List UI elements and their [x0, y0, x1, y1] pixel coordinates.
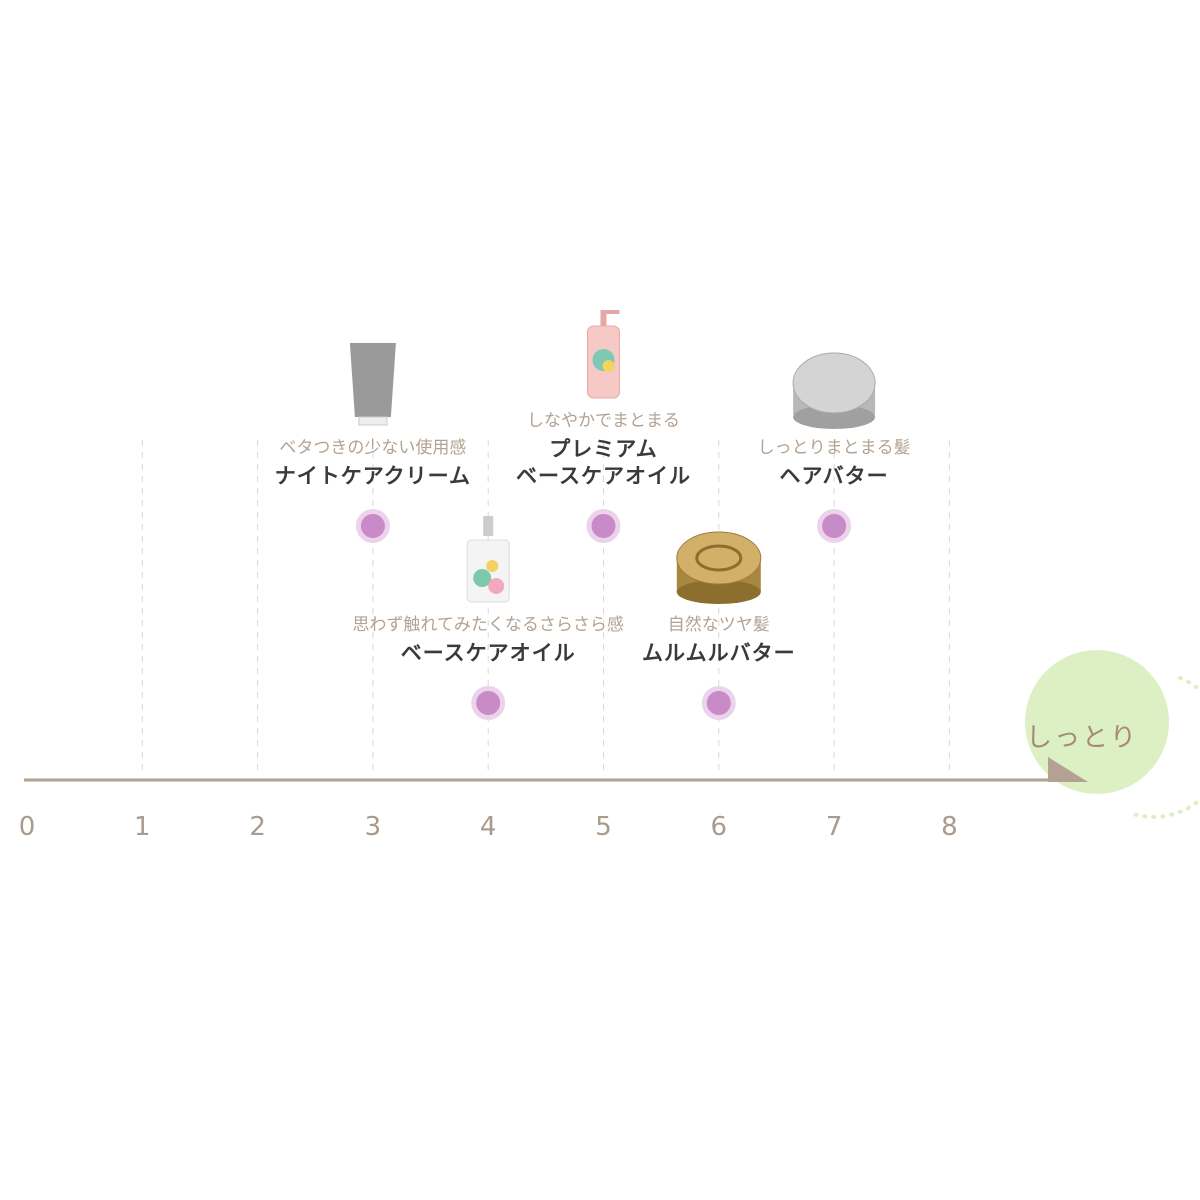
tick-label: 6: [710, 812, 728, 842]
end-circle: [1025, 650, 1169, 794]
tick-label: 4: [479, 812, 497, 842]
tube-icon: [349, 343, 396, 426]
data-point: [591, 514, 616, 538]
tick-label: 3: [364, 812, 382, 842]
point-name: プレミアム: [549, 437, 658, 461]
tick-label: 7: [825, 812, 843, 842]
oil-bottle-icon: [466, 516, 510, 603]
point-subtitle: 思わず触れてみたくなるさらさら感: [352, 615, 624, 635]
data-point: [360, 514, 385, 538]
tick-label: 2: [249, 812, 266, 842]
data-point: [706, 691, 731, 715]
data-point: [822, 514, 847, 538]
point-subtitle: 自然なツヤ髪: [667, 615, 770, 635]
point-name: ベースケアオイル: [400, 641, 576, 665]
gold-tin-icon: [676, 531, 762, 604]
pump-bottle-icon: [587, 310, 620, 399]
point-subtitle: しっとりまとまる髪: [757, 438, 911, 458]
tick-label: 8: [941, 812, 958, 842]
data-point: [476, 691, 501, 715]
silver-tin-icon: [792, 352, 876, 429]
point-name: ヘアバター: [779, 464, 889, 488]
point-subtitle: しなやかでまとまる: [527, 411, 680, 431]
tick-label: 5: [595, 812, 612, 842]
tick-label: 1: [134, 812, 151, 842]
end-circle-dots: [1128, 676, 1200, 819]
axis-end-label: しっとり: [1026, 723, 1139, 753]
point-name: ベースケアオイル: [516, 464, 691, 488]
tick-label: 0: [18, 812, 36, 842]
point-name: ナイトケアクリーム: [274, 464, 472, 488]
point-name: ムルムルバター: [642, 641, 796, 665]
axis-arrow-icon: [1048, 757, 1088, 782]
point-subtitle: ベタつきの少ない使用感: [279, 438, 467, 458]
